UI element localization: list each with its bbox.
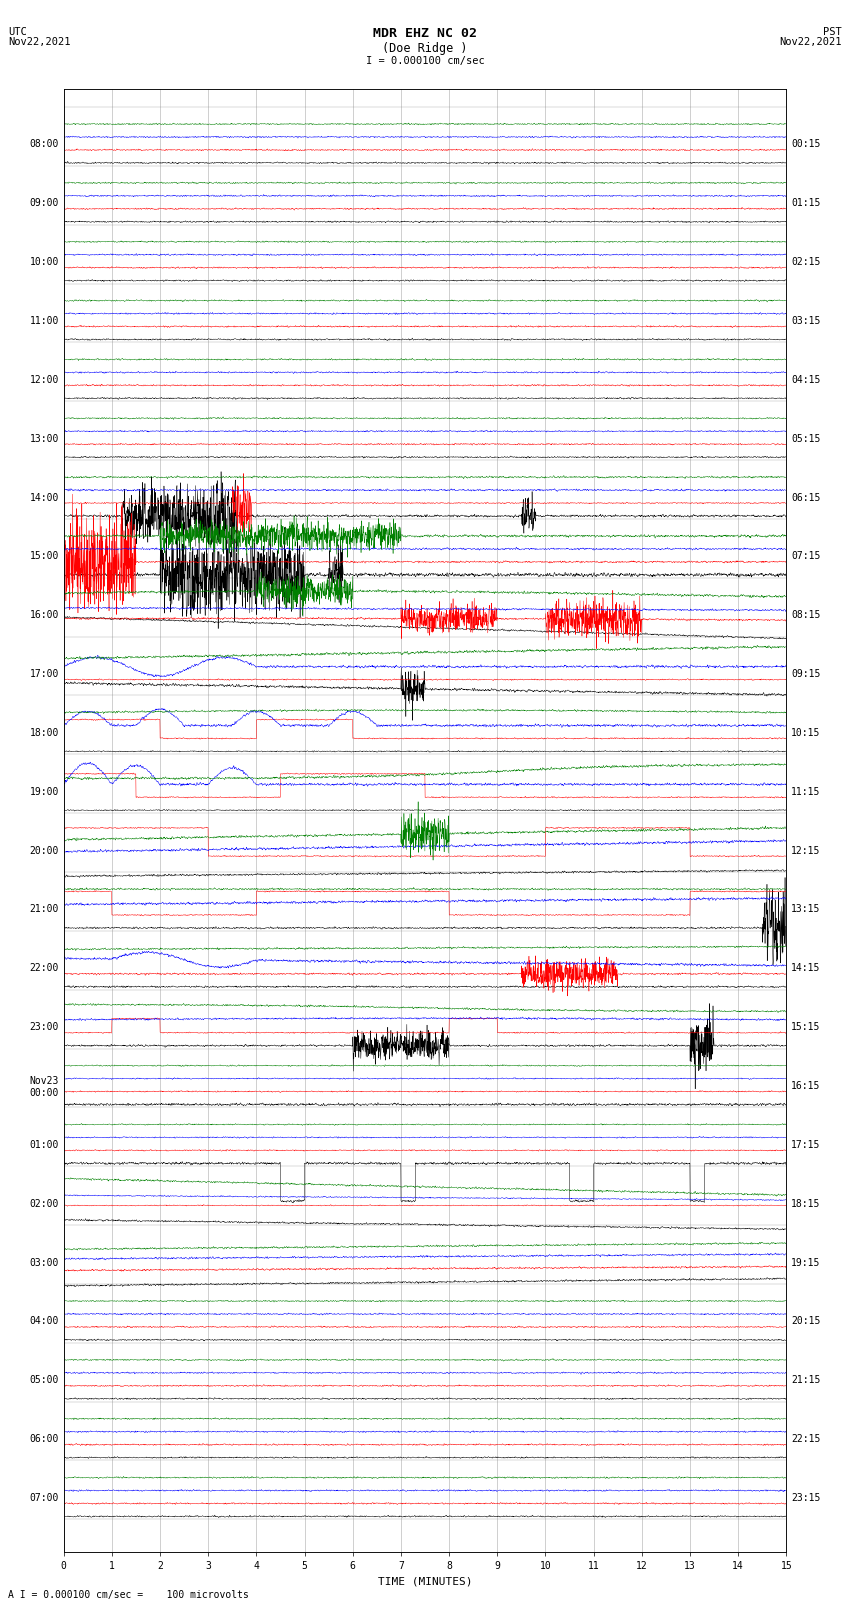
Text: I = 0.000100 cm/sec: I = 0.000100 cm/sec — [366, 56, 484, 66]
Text: Nov22,2021: Nov22,2021 — [8, 37, 71, 47]
Text: A I = 0.000100 cm/sec =    100 microvolts: A I = 0.000100 cm/sec = 100 microvolts — [8, 1590, 249, 1600]
X-axis label: TIME (MINUTES): TIME (MINUTES) — [377, 1576, 473, 1586]
Text: Nov22,2021: Nov22,2021 — [779, 37, 842, 47]
Text: (Doe Ridge ): (Doe Ridge ) — [382, 42, 468, 55]
Text: MDR EHZ NC 02: MDR EHZ NC 02 — [373, 27, 477, 40]
Text: PST: PST — [823, 27, 842, 37]
Text: UTC: UTC — [8, 27, 27, 37]
